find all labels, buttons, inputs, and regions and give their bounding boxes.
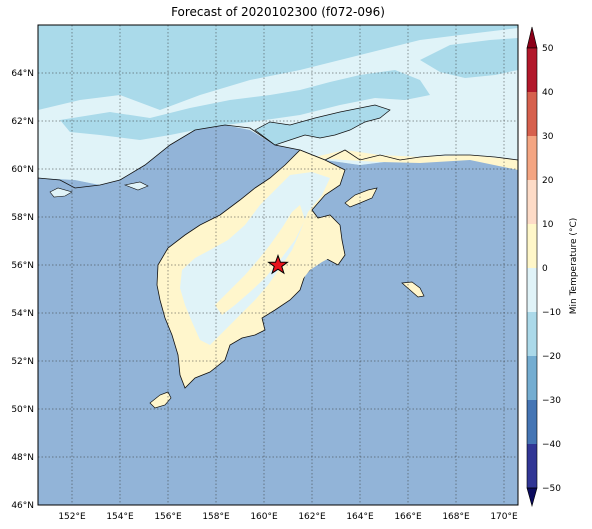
colorbar-segment <box>527 400 537 444</box>
colorbar-frame <box>526 47 538 489</box>
lon-label: 158°E <box>202 512 230 522</box>
lon-label: 166°E <box>394 512 422 522</box>
lat-label: 52°N <box>11 357 34 367</box>
colorbar-segment <box>527 48 537 92</box>
colorbar-tick: 20 <box>542 176 554 186</box>
colorbar-tick: −20 <box>542 352 561 362</box>
lon-label: 152°E <box>58 512 86 522</box>
colorbar-segment <box>527 268 537 312</box>
colorbar-tick: 0 <box>542 264 548 274</box>
lat-label: 50°N <box>11 405 34 415</box>
colorbar-top-extend <box>526 26 538 49</box>
colorbar-tick: −10 <box>542 308 561 318</box>
lat-label: 46°N <box>11 501 34 511</box>
lat-label: 62°N <box>11 117 34 127</box>
mainland-coastline <box>38 124 518 189</box>
lat-label: 54°N <box>11 309 34 319</box>
colorbar-tick: 30 <box>542 132 554 142</box>
colorbar-segment <box>527 444 537 488</box>
colorbar-tick: 50 <box>542 44 554 54</box>
lat-label: 58°N <box>11 213 34 223</box>
colorbar-tick: −40 <box>542 440 561 450</box>
commander-island <box>401 281 425 298</box>
colorbar-segment <box>527 224 537 268</box>
colorbar-segment <box>527 180 537 224</box>
kuril-island <box>149 391 172 409</box>
graticule <box>38 25 518 505</box>
map-frame <box>37 24 519 506</box>
colorbar-tick: −30 <box>542 396 561 406</box>
karaginsky-island <box>344 187 378 208</box>
lon-label: 162°E <box>298 512 326 522</box>
lat-label: 64°N <box>11 69 34 79</box>
lon-label: 156°E <box>154 512 182 522</box>
colorbar-segment <box>527 356 537 400</box>
cold-patch <box>60 70 430 140</box>
coastal-warm-strip <box>310 150 518 170</box>
taygonos-peninsula <box>254 104 391 146</box>
map-area[interactable] <box>38 25 518 505</box>
lon-label: 164°E <box>346 512 374 522</box>
colorbar: 50 40 30 20 10 0 −10 −20 −30 −40 −50 Min… <box>526 26 579 508</box>
latitude-labels: 46°N 48°N 50°N 52°N 54°N 56°N 58°N 60°N … <box>11 69 34 511</box>
northwest-islet <box>123 181 149 191</box>
east-coast-warm <box>248 228 335 318</box>
lat-label: 56°N <box>11 261 34 271</box>
longitude-labels: 152°E 154°E 156°E 158°E 160°E 162°E 164°… <box>58 512 518 522</box>
colorbar-axis-label: Min Temperature (°C) <box>569 218 579 315</box>
lat-label: 60°N <box>11 165 34 175</box>
colorbar-tick: 40 <box>542 88 554 98</box>
location-star-marker[interactable] <box>267 254 289 275</box>
lon-label: 160°E <box>250 512 278 522</box>
cold-patch-2 <box>420 38 518 78</box>
lon-label: 170°E <box>490 512 518 522</box>
colorbar-segment <box>527 136 537 180</box>
kamchatka-warm-spine <box>215 205 305 315</box>
lon-label: 168°E <box>442 512 470 522</box>
colorbar-segment <box>527 92 537 136</box>
lat-label: 48°N <box>11 453 34 463</box>
map-title: Forecast of 2020102300 (f072-096) <box>171 5 385 19</box>
colorbar-bottom-extend <box>526 487 538 508</box>
west-islet <box>49 187 73 198</box>
colorbar-tick: 10 <box>542 220 554 230</box>
colorbar-tick: −50 <box>542 484 561 494</box>
colorbar-segment <box>527 312 537 356</box>
lon-label: 154°E <box>106 512 134 522</box>
